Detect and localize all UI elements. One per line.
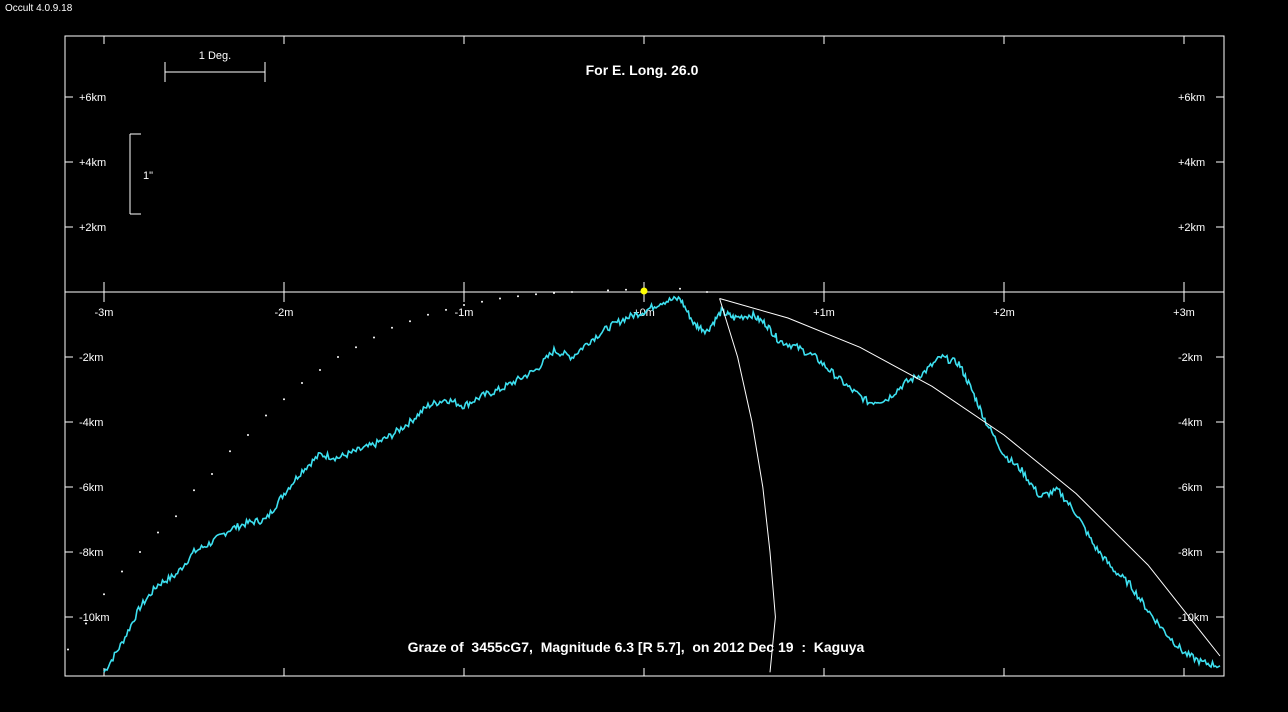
plot-frame — [64, 35, 1225, 677]
y-tick-label-right: +2km — [1178, 222, 1205, 234]
limb-dot-point — [481, 300, 483, 303]
limb-dot-point — [706, 291, 708, 293]
y-tick-label-left: -8km — [79, 547, 103, 559]
chart-caption: Graze of 3455cG7, Magnitude 6.3 [R 5.7],… — [408, 639, 865, 655]
limb-dot-point — [85, 622, 87, 625]
limb-correction-curve — [719, 298, 1221, 657]
limb-dot-point — [553, 291, 555, 294]
scale-bar-degree-label: 1 Deg. — [199, 50, 231, 62]
limb-dot-point — [193, 489, 195, 492]
limb-dot-point — [571, 291, 573, 293]
limb-dot-point — [139, 551, 141, 553]
limb-correction-curve — [719, 298, 776, 673]
limb-dot-point — [391, 326, 393, 329]
limb-dot-point — [499, 297, 501, 300]
limb-dot-point — [157, 531, 159, 534]
chart-title: For E. Long. 26.0 — [586, 62, 699, 78]
limb-dot-point — [319, 369, 321, 371]
x-tick-label: +2m — [993, 307, 1015, 319]
series-layer — [67, 287, 1221, 673]
limb-dot-point — [427, 313, 429, 316]
limb-dot-point — [247, 434, 249, 436]
scale-bar-arcsec-label: 1" — [143, 170, 153, 182]
x-tick-label: +3m — [1173, 307, 1195, 319]
y-tick-label-right: -6km — [1178, 482, 1202, 494]
y-tick-label-left: +2km — [79, 222, 106, 234]
limb-dot-point — [355, 346, 357, 349]
y-tick-label-right: +4km — [1178, 157, 1205, 169]
y-tick-label-left: +6km — [79, 92, 106, 104]
scale-bar-arcsec: 1" — [129, 133, 153, 215]
y-tick-label-right: -8km — [1178, 547, 1202, 559]
y-tick-label-left: -4km — [79, 417, 103, 429]
scale-bar-degree: 1 Deg. — [164, 50, 266, 82]
limb-dot-point — [67, 648, 69, 651]
y-tick-label-left: +4km — [79, 157, 106, 169]
limb-dot-point — [373, 336, 375, 339]
y-tick-label-right: -4km — [1178, 417, 1202, 429]
limb-dot-point — [607, 289, 609, 292]
x-tick-label: -2m — [275, 307, 294, 319]
limb-dot-point — [283, 398, 285, 401]
limb-dot-point — [265, 414, 267, 417]
limb-dot-point — [301, 382, 303, 384]
y-tick-label-left: -6km — [79, 482, 103, 494]
limb-dot-point — [679, 287, 681, 290]
limb-dot-point — [625, 288, 627, 291]
axis-layer: -3m -2m -1m +0m +1m +2m +3m+6km +6km+4km +4km+2k… — [65, 36, 1224, 676]
limb-dot-point — [103, 593, 105, 596]
limb-dot-point — [175, 515, 177, 518]
star-position-marker — [640, 287, 648, 295]
x-tick-label: +1m — [813, 307, 835, 319]
app-title: Occult 4.0.9.18 — [5, 3, 73, 14]
y-tick-label-right: -2km — [1178, 352, 1202, 364]
limb-dot-point — [463, 304, 465, 306]
limb-dot-point — [211, 473, 213, 475]
lunar-limb-profile-line — [103, 295, 1221, 673]
y-tick-label-left: -2km — [79, 352, 103, 364]
limb-dot-point — [445, 308, 447, 311]
x-tick-label: -3m — [95, 307, 114, 319]
x-tick-label: -1m — [455, 307, 474, 319]
y-tick-label-left: -10km — [79, 612, 110, 624]
limb-dot-point — [229, 450, 231, 453]
y-tick-label-right: +6km — [1178, 92, 1205, 104]
limb-dot-point — [121, 570, 123, 573]
limb-dot-point — [535, 293, 537, 296]
limb-dot-point — [337, 356, 339, 358]
y-tick-label-right: -10km — [1178, 612, 1209, 624]
limb-dot-point — [409, 320, 411, 323]
limb-dot-point — [517, 295, 519, 298]
